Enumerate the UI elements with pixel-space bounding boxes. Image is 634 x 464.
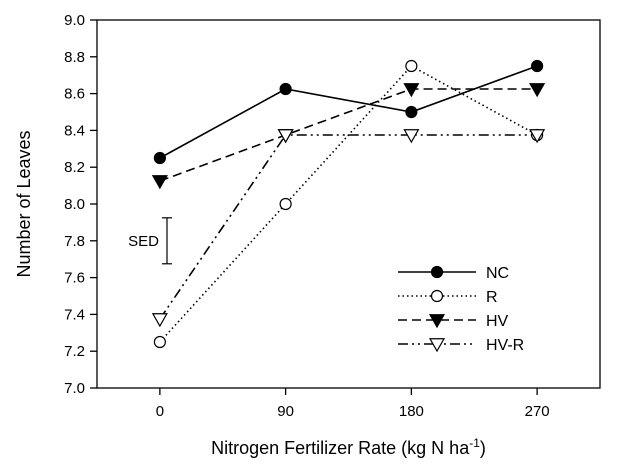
series-markers: [151, 59, 546, 349]
y-axis-title: Number of Leaves: [14, 130, 34, 277]
y-tick-label: 7.0: [64, 380, 85, 397]
series-line-hv: [159, 88, 538, 182]
data-point-hv: [151, 175, 168, 190]
y-tick-label: 7.8: [64, 233, 85, 250]
y-tick-label: 8.6: [64, 86, 85, 103]
series-lines: [159, 64, 538, 343]
axes: 7.0 7.2 7.4 7.6 7.8 8.0 8.2 8.4 8.6 8.8 9.0 0 90 180 2…: [64, 12, 601, 420]
data-point-nc: [405, 105, 418, 119]
x-tick-label: 270: [525, 403, 550, 420]
y-tick-label: 7.4: [64, 306, 85, 323]
legend-marker-hv-r: [428, 338, 446, 353]
y-tick-label: 9.0: [64, 12, 85, 29]
data-point-hv: [403, 83, 420, 98]
x-axis-title: Nitrogen Fertilizer Rate (kg N ha-1): [211, 436, 486, 458]
x-tick-label: 180: [399, 403, 424, 420]
series-line-hv-r: [159, 134, 538, 320]
data-point-nc: [531, 59, 544, 73]
data-point-hv-r: [277, 129, 294, 144]
y-tick-label: 7.6: [64, 270, 85, 287]
y-tick-label: 8.0: [64, 196, 85, 213]
legend-marker-hv: [428, 314, 446, 329]
legend-label-hv: HV: [486, 313, 509, 330]
plot-frame: [96, 19, 601, 389]
x-axis-title-sup: -1: [469, 436, 480, 450]
data-point-r: [279, 197, 292, 211]
sed-annotation: SED: [128, 217, 172, 265]
legend: NC R HV HV-R: [398, 265, 524, 354]
y-tick-label: 8.8: [64, 49, 85, 66]
series-line-r: [159, 64, 538, 343]
data-point-hv-r: [529, 129, 546, 144]
sed-label: SED: [128, 233, 159, 250]
x-tick-label: 90: [277, 403, 294, 420]
data-point-hv-r: [403, 129, 420, 144]
legend-marker-nc: [430, 265, 444, 279]
data-point-r: [153, 335, 166, 349]
x-tick-label: 0: [156, 403, 164, 420]
legend-label-hv-r: HV-R: [486, 337, 524, 354]
legend-label-nc: NC: [486, 265, 509, 282]
legend-marker-r: [430, 289, 444, 303]
x-axis-title-main: Nitrogen Fertilizer Rate (kg N ha: [211, 438, 470, 458]
data-point-nc: [279, 82, 292, 96]
x-axis-title-close: ): [480, 438, 486, 458]
data-point-nc: [153, 151, 166, 165]
y-tick-label: 7.2: [64, 343, 85, 360]
data-point-hv: [529, 83, 546, 98]
y-tick-label: 8.2: [64, 159, 85, 176]
data-point-r: [405, 59, 418, 73]
data-point-hv-r: [151, 313, 168, 328]
legend-label-r: R: [486, 289, 498, 306]
y-tick-label: 8.4: [64, 122, 85, 139]
